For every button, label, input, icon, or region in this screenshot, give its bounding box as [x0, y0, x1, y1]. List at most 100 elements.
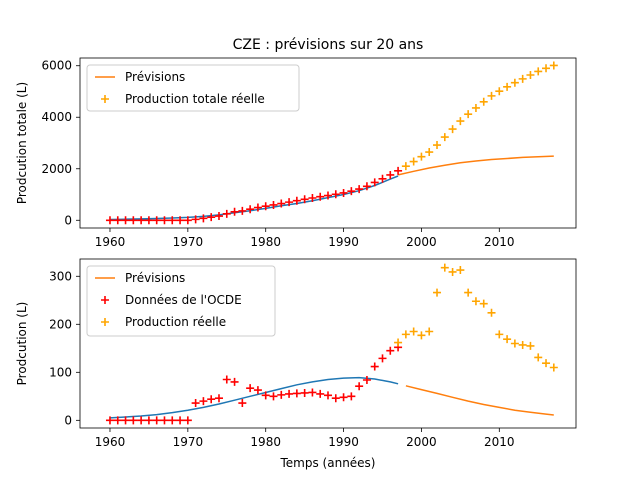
series-real-point — [495, 87, 504, 96]
series-real-point — [409, 327, 418, 336]
series-real-point — [487, 91, 496, 100]
series-oecd-point — [246, 205, 255, 214]
series-oecd-point — [331, 394, 340, 403]
series-real-point — [534, 353, 543, 362]
x-tick-label: 2000 — [406, 235, 437, 249]
y-tick-label: 0 — [64, 413, 72, 427]
series-real-point — [479, 97, 488, 106]
series-real-point — [549, 363, 558, 372]
series-oecd-point — [261, 391, 270, 400]
series-oecd-point — [386, 170, 395, 179]
series-oecd-point — [230, 207, 239, 216]
series-oecd-point — [277, 390, 286, 399]
series-real-point — [417, 331, 426, 340]
top-panel: 1960 1970 1980 1990 2000 2010 0 2000 4000 6000 Pro… — [15, 57, 577, 249]
legend-box — [86, 265, 276, 337]
series-forecast-line — [405, 385, 554, 416]
series-real-point — [526, 341, 535, 350]
series-real-point — [503, 335, 512, 344]
y-tick-label: 2000 — [41, 162, 72, 176]
series-oecd-point — [355, 185, 364, 194]
series-oecd-point — [370, 178, 379, 187]
legend-box — [86, 64, 300, 112]
series-oecd-point — [230, 377, 239, 386]
axes-frame — [79, 57, 577, 229]
series-real-point — [440, 263, 449, 272]
series-real-point — [448, 267, 457, 276]
y-tick-label: 100 — [49, 365, 72, 379]
y-axis-label: Prodcution totale (L) — [15, 82, 29, 204]
series-oecd-point — [253, 203, 262, 212]
series-oecd-point — [269, 392, 278, 401]
series-oecd-point — [176, 216, 185, 225]
series-oecd-point — [347, 187, 356, 196]
series-oecd-point — [113, 216, 122, 225]
series-oecd-point — [339, 393, 348, 402]
x-tick-label: 1990 — [328, 235, 359, 249]
series-oecd-point — [176, 416, 185, 425]
series-real-point — [417, 152, 426, 161]
x-tick-label: 1980 — [250, 235, 281, 249]
series-oecd-point — [378, 174, 387, 183]
x-tick-label: 2010 — [484, 435, 515, 449]
series-oecd-point — [308, 388, 317, 397]
series-oecd-point — [160, 416, 169, 425]
series-oecd-point — [316, 389, 325, 398]
series-oecd-point — [137, 216, 146, 225]
series-real-point — [456, 117, 465, 126]
y-tick-label: 4000 — [41, 110, 72, 124]
series-oecd-point — [191, 399, 200, 408]
series-oecd-point — [331, 190, 340, 199]
series-oecd-point — [362, 182, 371, 191]
x-tick-label: 1970 — [173, 235, 204, 249]
series-real-point — [425, 148, 434, 157]
chart-title: CZE : prévisions sur 20 ans — [233, 37, 424, 53]
y-tick-label: 0 — [64, 213, 72, 227]
series-oecd-point — [308, 193, 317, 202]
series-oecd-point — [300, 388, 309, 397]
series-real-point — [425, 327, 434, 336]
series-real-point — [534, 67, 543, 76]
series-oecd-point — [152, 416, 161, 425]
series-real-point — [456, 266, 465, 275]
series-oecd-point — [324, 391, 332, 400]
series-oecd-point — [214, 394, 223, 403]
series-oecd-point — [300, 195, 309, 204]
series-oecd-point — [339, 188, 348, 197]
series-oecd-point — [129, 416, 138, 425]
series-forecast-line — [397, 155, 554, 176]
x-tick-label: 2000 — [406, 435, 437, 449]
series-oecd-point — [292, 389, 301, 398]
series-real-point — [464, 288, 473, 297]
series-real-point — [526, 71, 535, 79]
series-oecd-point — [214, 212, 223, 221]
series-oecd-point — [261, 202, 270, 211]
x-tick-label: 1960 — [95, 235, 126, 249]
series-oecd-point — [168, 416, 177, 425]
series-oecd-point — [347, 392, 356, 401]
bottom-panel: 1960 1970 1980 1990 2000 2010 0 100 200 300 Prodcu… — [15, 258, 577, 449]
series-oecd-point — [168, 216, 177, 225]
series-oecd-point — [253, 386, 262, 395]
series-real-point — [433, 141, 442, 150]
series-oecd-point — [137, 416, 146, 425]
legend-label: Prévisions — [125, 271, 185, 285]
series-real-point — [487, 308, 496, 317]
series-real-point — [510, 339, 519, 348]
legend-marker-real — [101, 95, 109, 103]
series-real-point — [448, 125, 457, 134]
series-real-point — [440, 133, 449, 142]
series-real-point — [401, 330, 410, 339]
series-real-point — [479, 299, 488, 308]
series-oecd-point — [285, 389, 294, 398]
series-oecd-point — [238, 399, 247, 408]
y-tick-label: 6000 — [41, 59, 72, 73]
series-oecd-point — [105, 416, 114, 425]
series-real-point — [518, 340, 527, 349]
series-oecd-point — [277, 199, 286, 208]
series-oecd-point — [144, 416, 153, 425]
series-oecd-point — [199, 214, 208, 223]
series-oecd-point — [292, 196, 301, 205]
series-oecd-point — [199, 397, 208, 406]
